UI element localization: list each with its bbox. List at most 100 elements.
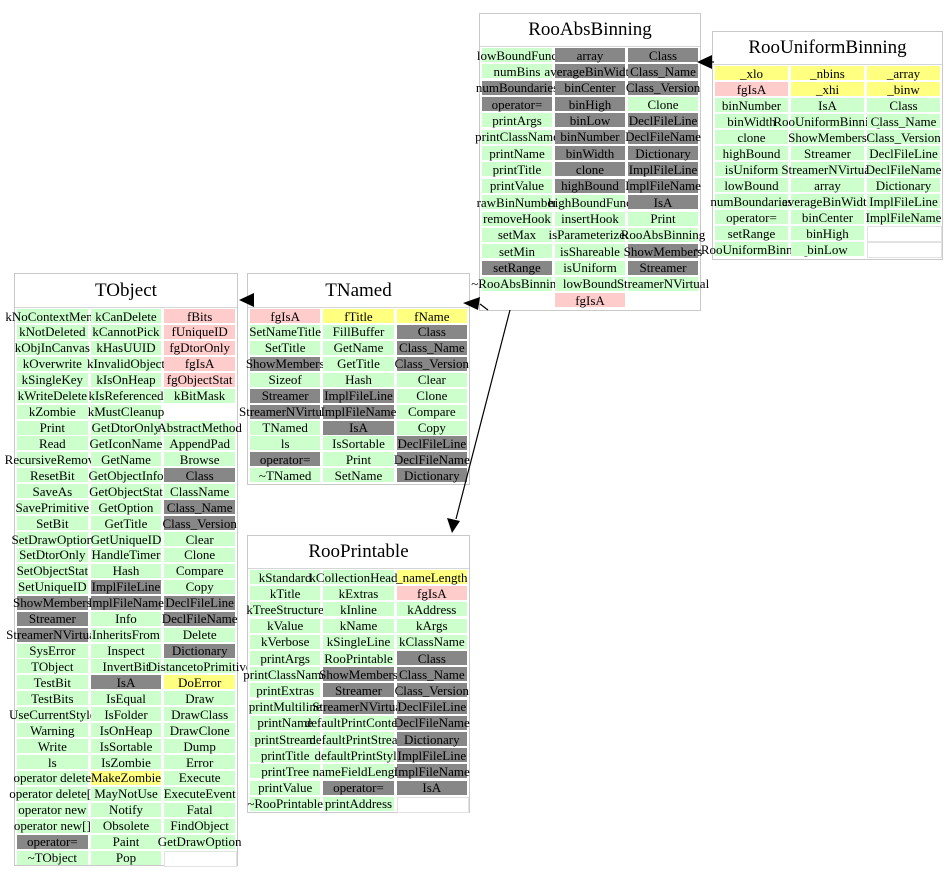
member-cell[interactable]: operator= (250, 452, 321, 467)
member-cell[interactable]: IsFolder (90, 707, 162, 722)
member-cell[interactable]: clone (555, 162, 625, 177)
member-cell[interactable]: Streamer (628, 260, 698, 275)
member-cell[interactable]: SaveAs (17, 484, 88, 499)
member-cell[interactable]: fgIsA (164, 356, 235, 371)
member-cell[interactable]: ls (17, 755, 88, 770)
member-cell[interactable]: Read (17, 436, 88, 451)
member-cell[interactable]: ExecuteEvent (163, 786, 236, 802)
member-cell[interactable]: GetName (323, 340, 394, 355)
member-cell[interactable]: binCenter (555, 80, 625, 95)
member-cell[interactable]: Class_Name (164, 500, 235, 515)
member-cell[interactable]: Print (628, 211, 698, 226)
member-cell[interactable]: ImplFileLine (628, 161, 698, 177)
member-cell[interactable]: ~TObject (17, 850, 88, 865)
member-cell[interactable]: defaultPrintStream (309, 731, 408, 747)
member-cell[interactable]: fgIsA (555, 293, 625, 308)
member-cell[interactable]: RooUniformBinning (773, 113, 882, 129)
member-cell[interactable]: clone (715, 130, 788, 144)
member-cell[interactable]: fgDtorOnly (164, 340, 235, 355)
member-cell[interactable]: isShareable (555, 244, 625, 259)
member-cell[interactable]: fgIsA (250, 309, 321, 323)
member-cell[interactable]: averageBinWidth (544, 63, 636, 79)
member-cell[interactable]: Class (396, 324, 467, 339)
member-cell[interactable]: SetTitle (250, 340, 321, 355)
class-title[interactable]: RooPrintable (248, 536, 469, 569)
member-cell[interactable]: GetName (90, 452, 162, 467)
member-cell[interactable]: AppendPad (164, 436, 235, 451)
member-cell[interactable]: kInline (323, 602, 394, 617)
member-cell[interactable]: Print (17, 420, 88, 435)
member-cell[interactable]: kObjInCanvas (14, 340, 90, 356)
member-cell[interactable]: IsSortable (323, 436, 394, 451)
member-cell[interactable]: StreamerNVirtual (616, 276, 710, 292)
member-cell[interactable]: Error (164, 755, 235, 770)
member-cell[interactable]: ShowMembers (623, 243, 703, 259)
member-cell[interactable]: highBound (715, 146, 788, 160)
member-cell[interactable]: RooPrintable (323, 650, 394, 666)
member-cell[interactable]: StreamerNVirtual (781, 161, 874, 177)
member-cell[interactable]: insertHook (555, 211, 625, 226)
member-cell[interactable]: IsA (323, 420, 394, 435)
member-cell[interactable]: Streamer (250, 388, 321, 403)
member-cell[interactable]: array (555, 48, 625, 62)
member-cell[interactable]: setRange (482, 260, 552, 275)
member-cell[interactable]: kCollectionHeader (309, 569, 408, 585)
member-cell[interactable]: _array (867, 66, 940, 80)
member-cell[interactable]: kValue (250, 618, 321, 633)
member-cell[interactable]: kAddress (396, 602, 467, 617)
member-cell[interactable]: DoError (164, 675, 235, 690)
member-cell[interactable]: Streamer (17, 611, 88, 626)
member-cell[interactable]: Compare (164, 563, 235, 578)
member-cell[interactable]: fTitle (323, 309, 394, 323)
member-cell[interactable]: Compare (396, 404, 467, 419)
member-cell[interactable]: binLow (555, 113, 625, 128)
member-cell[interactable]: kClassName (396, 634, 467, 649)
member-cell[interactable]: SetDtorOnly (17, 547, 88, 562)
member-cell[interactable]: kCanDelete (90, 309, 162, 323)
member-cell[interactable]: ShowMembers (245, 356, 325, 372)
member-cell[interactable]: highBound (555, 178, 625, 193)
member-cell[interactable]: rawBinNumber (476, 194, 558, 210)
member-cell[interactable]: kName (323, 618, 394, 633)
member-cell[interactable]: InheritsFrom (90, 627, 162, 643)
member-cell[interactable]: Dictionary (396, 468, 467, 483)
member-cell[interactable]: HandleTimer (90, 547, 162, 563)
member-cell[interactable]: Copy (396, 420, 467, 435)
member-cell[interactable]: printExtras (250, 683, 321, 698)
member-cell[interactable]: GetUniqueID (90, 531, 162, 547)
member-cell[interactable]: Clear (396, 372, 467, 387)
member-cell[interactable]: Dictionary (396, 732, 467, 746)
member-cell[interactable]: kBitMask (164, 388, 235, 403)
member-cell[interactable]: ImplFileLine (396, 747, 467, 763)
member-cell[interactable]: defaultPrintStyle (314, 747, 403, 763)
member-cell[interactable]: ShowMembers (12, 595, 92, 611)
member-cell[interactable]: _xlo (715, 66, 788, 80)
member-cell[interactable]: lowBoundFunc (476, 47, 558, 63)
member-cell[interactable]: Class_Name (628, 64, 698, 79)
member-cell[interactable]: FindObject (164, 818, 235, 833)
member-cell[interactable]: binLow (791, 242, 864, 256)
member-cell[interactable]: kZombie (17, 404, 88, 419)
class-title[interactable]: RooAbsBinning (480, 14, 700, 47)
member-cell[interactable]: IsA (90, 675, 162, 690)
member-cell[interactable]: defaultPrintContents (304, 715, 413, 731)
member-cell[interactable]: ImplFileName (865, 209, 942, 225)
member-cell[interactable]: DeclFileLine (396, 699, 467, 715)
member-cell[interactable]: _binw (867, 82, 940, 96)
member-cell[interactable]: averageBinWidth (781, 193, 874, 209)
member-cell[interactable]: IsA (791, 98, 864, 112)
member-cell[interactable]: Class (867, 98, 940, 112)
member-cell[interactable]: removeHook (482, 211, 552, 226)
member-cell[interactable]: SetBit (17, 516, 88, 531)
member-cell[interactable]: highBoundFunc (548, 194, 632, 210)
member-cell[interactable]: ~TNamed (250, 468, 321, 483)
member-cell[interactable]: ImplFileName (88, 595, 164, 611)
member-cell[interactable]: DeclFileLine (396, 435, 467, 451)
member-cell[interactable]: numBoundaries (475, 80, 559, 96)
member-cell[interactable]: setRange (715, 226, 788, 240)
member-cell[interactable]: kTitle (250, 586, 321, 601)
member-cell[interactable]: TestBits (17, 691, 88, 706)
member-cell[interactable]: Clear (164, 532, 235, 547)
member-cell[interactable]: GetDtorOnly (90, 420, 162, 435)
member-cell[interactable]: kOverwrite (17, 356, 88, 371)
